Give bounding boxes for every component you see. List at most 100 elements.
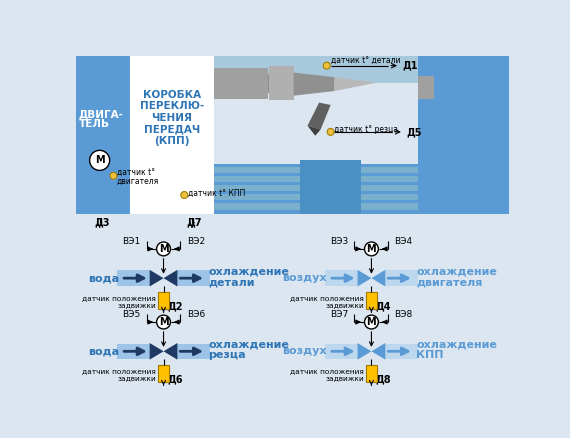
- Text: Д2: Д2: [168, 301, 183, 311]
- Text: ЧЕНИЯ: ЧЕНИЯ: [152, 113, 193, 123]
- Text: ПЕРЕКЛЮ-: ПЕРЕКЛЮ-: [140, 102, 204, 111]
- Bar: [76, 57, 129, 214]
- Bar: [325, 271, 357, 286]
- Text: ВЭ6: ВЭ6: [186, 310, 205, 319]
- Bar: [214, 176, 418, 182]
- Bar: [214, 204, 418, 210]
- Polygon shape: [372, 343, 385, 360]
- Text: резца: резца: [208, 350, 246, 360]
- Text: ВЭ8: ВЭ8: [394, 310, 413, 319]
- Text: Д1: Д1: [402, 60, 418, 71]
- Text: датчик t°: датчик t°: [116, 169, 154, 178]
- Bar: [418, 76, 434, 99]
- Bar: [269, 67, 294, 100]
- Bar: [214, 185, 418, 191]
- Text: воздух: воздух: [282, 346, 327, 357]
- Text: М: М: [158, 244, 168, 254]
- Polygon shape: [308, 126, 320, 136]
- Text: ВЭ4: ВЭ4: [394, 237, 413, 246]
- Text: Д6: Д6: [168, 374, 183, 384]
- Text: охлаждение: охлаждение: [208, 266, 289, 276]
- Text: Д5: Д5: [406, 127, 422, 137]
- Text: двигателя: двигателя: [416, 277, 482, 287]
- Text: ВЭ5: ВЭ5: [122, 310, 140, 319]
- Circle shape: [364, 315, 378, 329]
- Text: вода: вода: [88, 346, 119, 357]
- Text: М: М: [95, 155, 104, 166]
- Bar: [418, 76, 434, 91]
- Polygon shape: [357, 270, 372, 286]
- Bar: [325, 344, 357, 359]
- Bar: [177, 344, 210, 359]
- Text: М: М: [367, 244, 376, 254]
- Bar: [177, 271, 210, 286]
- Circle shape: [110, 172, 117, 179]
- Text: датчик положения: датчик положения: [82, 368, 156, 374]
- Text: ВЭ3: ВЭ3: [330, 237, 348, 246]
- Text: задвижки: задвижки: [117, 375, 156, 381]
- Text: задвижки: задвижки: [325, 302, 364, 308]
- Bar: [158, 365, 169, 382]
- Circle shape: [181, 191, 188, 198]
- Bar: [418, 57, 509, 214]
- Text: охлаждение: охлаждение: [208, 339, 289, 350]
- Text: вода: вода: [88, 273, 119, 283]
- Bar: [117, 344, 150, 359]
- Circle shape: [89, 150, 109, 170]
- Polygon shape: [308, 102, 331, 130]
- Polygon shape: [150, 270, 164, 286]
- Text: Д3: Д3: [94, 217, 110, 227]
- Text: двигателя: двигателя: [116, 177, 159, 186]
- Text: задвижки: задвижки: [117, 302, 156, 308]
- Bar: [214, 166, 418, 173]
- Bar: [214, 68, 268, 99]
- Polygon shape: [372, 270, 385, 286]
- Bar: [117, 271, 150, 286]
- Text: М: М: [158, 317, 168, 327]
- Polygon shape: [164, 270, 177, 286]
- Bar: [366, 365, 377, 382]
- Text: датчик t° КПП: датчик t° КПП: [188, 189, 246, 198]
- Text: Д4: Д4: [375, 301, 391, 311]
- Text: датчик положения: датчик положения: [290, 295, 364, 301]
- Bar: [158, 292, 169, 309]
- Bar: [385, 271, 418, 286]
- Text: детали: детали: [208, 277, 255, 287]
- Circle shape: [157, 315, 170, 329]
- Text: ПЕРЕДАЧ: ПЕРЕДАЧ: [144, 124, 200, 134]
- Text: ВЭ1: ВЭ1: [122, 237, 140, 246]
- Bar: [385, 344, 418, 359]
- Text: ДВИГА-: ДВИГА-: [79, 109, 124, 119]
- Text: Д8: Д8: [375, 374, 391, 384]
- Bar: [366, 292, 377, 309]
- Circle shape: [157, 242, 170, 256]
- Text: датчик положения: датчик положения: [290, 368, 364, 374]
- Bar: [129, 57, 214, 214]
- Text: охлаждение: охлаждение: [416, 339, 497, 350]
- Text: ВЭ7: ВЭ7: [330, 310, 348, 319]
- Text: ВЭ2: ВЭ2: [186, 237, 205, 246]
- Polygon shape: [294, 73, 335, 95]
- Text: КПП: КПП: [416, 350, 443, 360]
- Text: ТЕЛЬ: ТЕЛЬ: [79, 119, 110, 129]
- Bar: [214, 164, 418, 214]
- Text: Д7: Д7: [186, 217, 202, 227]
- Text: датчик t° детали: датчик t° детали: [331, 57, 400, 66]
- Text: КОРОБКА: КОРОБКА: [143, 90, 201, 100]
- Polygon shape: [335, 77, 377, 91]
- Text: воздух: воздух: [282, 273, 327, 283]
- Polygon shape: [164, 343, 177, 360]
- Text: задвижки: задвижки: [325, 375, 364, 381]
- Text: охлаждение: охлаждение: [416, 266, 497, 276]
- Bar: [214, 194, 418, 201]
- Text: М: М: [367, 317, 376, 327]
- Circle shape: [323, 62, 330, 69]
- Bar: [214, 74, 287, 92]
- Text: (КПП): (КПП): [154, 136, 190, 146]
- Polygon shape: [150, 343, 164, 360]
- Circle shape: [327, 128, 334, 135]
- Bar: [300, 160, 361, 214]
- Circle shape: [364, 242, 378, 256]
- Polygon shape: [357, 343, 372, 360]
- Text: датчик положения: датчик положения: [82, 295, 156, 301]
